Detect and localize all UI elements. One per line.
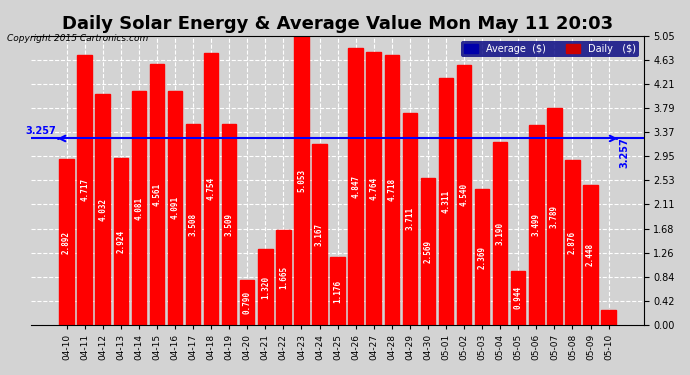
Text: 1.665: 1.665 [279, 266, 288, 289]
Text: 4.717: 4.717 [80, 178, 89, 201]
Text: 4.091: 4.091 [170, 196, 179, 219]
Text: Copyright 2015 Cartronics.com: Copyright 2015 Cartronics.com [7, 34, 148, 43]
Text: 4.847: 4.847 [351, 175, 360, 198]
Text: 2.569: 2.569 [424, 240, 433, 263]
Bar [77, 55, 92, 325]
Bar [114, 158, 128, 325]
Bar [403, 112, 417, 325]
Bar [258, 249, 273, 325]
Text: 3.257: 3.257 [620, 137, 629, 168]
Text: 4.540: 4.540 [460, 183, 469, 207]
Bar [294, 36, 308, 325]
Text: 4.561: 4.561 [152, 183, 161, 206]
Bar [313, 144, 327, 325]
Text: 2.892: 2.892 [62, 231, 71, 254]
Bar [331, 258, 345, 325]
Bar [150, 64, 164, 325]
Bar [547, 108, 562, 325]
Bar [565, 160, 580, 325]
Bar [493, 142, 507, 325]
Bar [95, 94, 110, 325]
Text: 4.718: 4.718 [387, 178, 396, 201]
Bar [168, 91, 182, 325]
Bar [439, 78, 453, 325]
Bar [366, 52, 381, 325]
Bar [511, 271, 526, 325]
Text: 3.499: 3.499 [532, 213, 541, 236]
Text: 3.711: 3.711 [405, 207, 415, 230]
Text: 0.790: 0.790 [243, 291, 252, 314]
Legend: Average  ($), Daily   ($): Average ($), Daily ($) [461, 41, 639, 57]
Title: Daily Solar Energy & Average Value Mon May 11 20:03: Daily Solar Energy & Average Value Mon M… [62, 15, 613, 33]
Text: 4.764: 4.764 [369, 177, 378, 200]
Bar [276, 230, 290, 325]
Text: 2.448: 2.448 [586, 243, 595, 266]
Text: 0.944: 0.944 [514, 286, 523, 309]
Bar [59, 159, 74, 325]
Bar [421, 178, 435, 325]
Bar [348, 48, 363, 325]
Text: 3.508: 3.508 [188, 213, 197, 236]
Bar [457, 65, 471, 325]
Text: 1.176: 1.176 [333, 279, 342, 303]
Text: 4.754: 4.754 [206, 177, 215, 200]
Bar [132, 92, 146, 325]
Bar [186, 124, 200, 325]
Bar [475, 189, 489, 325]
Text: 2.369: 2.369 [477, 245, 486, 268]
Text: 3.509: 3.509 [225, 213, 234, 236]
Text: 4.081: 4.081 [135, 196, 144, 220]
Bar [240, 279, 255, 325]
Bar [529, 124, 544, 325]
Bar [583, 185, 598, 325]
Bar [204, 53, 218, 325]
Text: 4.311: 4.311 [442, 190, 451, 213]
Text: 3.167: 3.167 [315, 223, 324, 246]
Bar [602, 310, 616, 325]
Text: 3.190: 3.190 [495, 222, 504, 245]
Bar [384, 55, 399, 325]
Text: 4.032: 4.032 [98, 198, 107, 221]
Text: 3.257: 3.257 [25, 126, 56, 136]
Text: 3.789: 3.789 [550, 205, 559, 228]
Text: 5.053: 5.053 [297, 169, 306, 192]
Bar [222, 124, 237, 325]
Text: 1.320: 1.320 [261, 275, 270, 298]
Text: 2.876: 2.876 [568, 231, 577, 254]
Text: 2.924: 2.924 [116, 230, 126, 253]
